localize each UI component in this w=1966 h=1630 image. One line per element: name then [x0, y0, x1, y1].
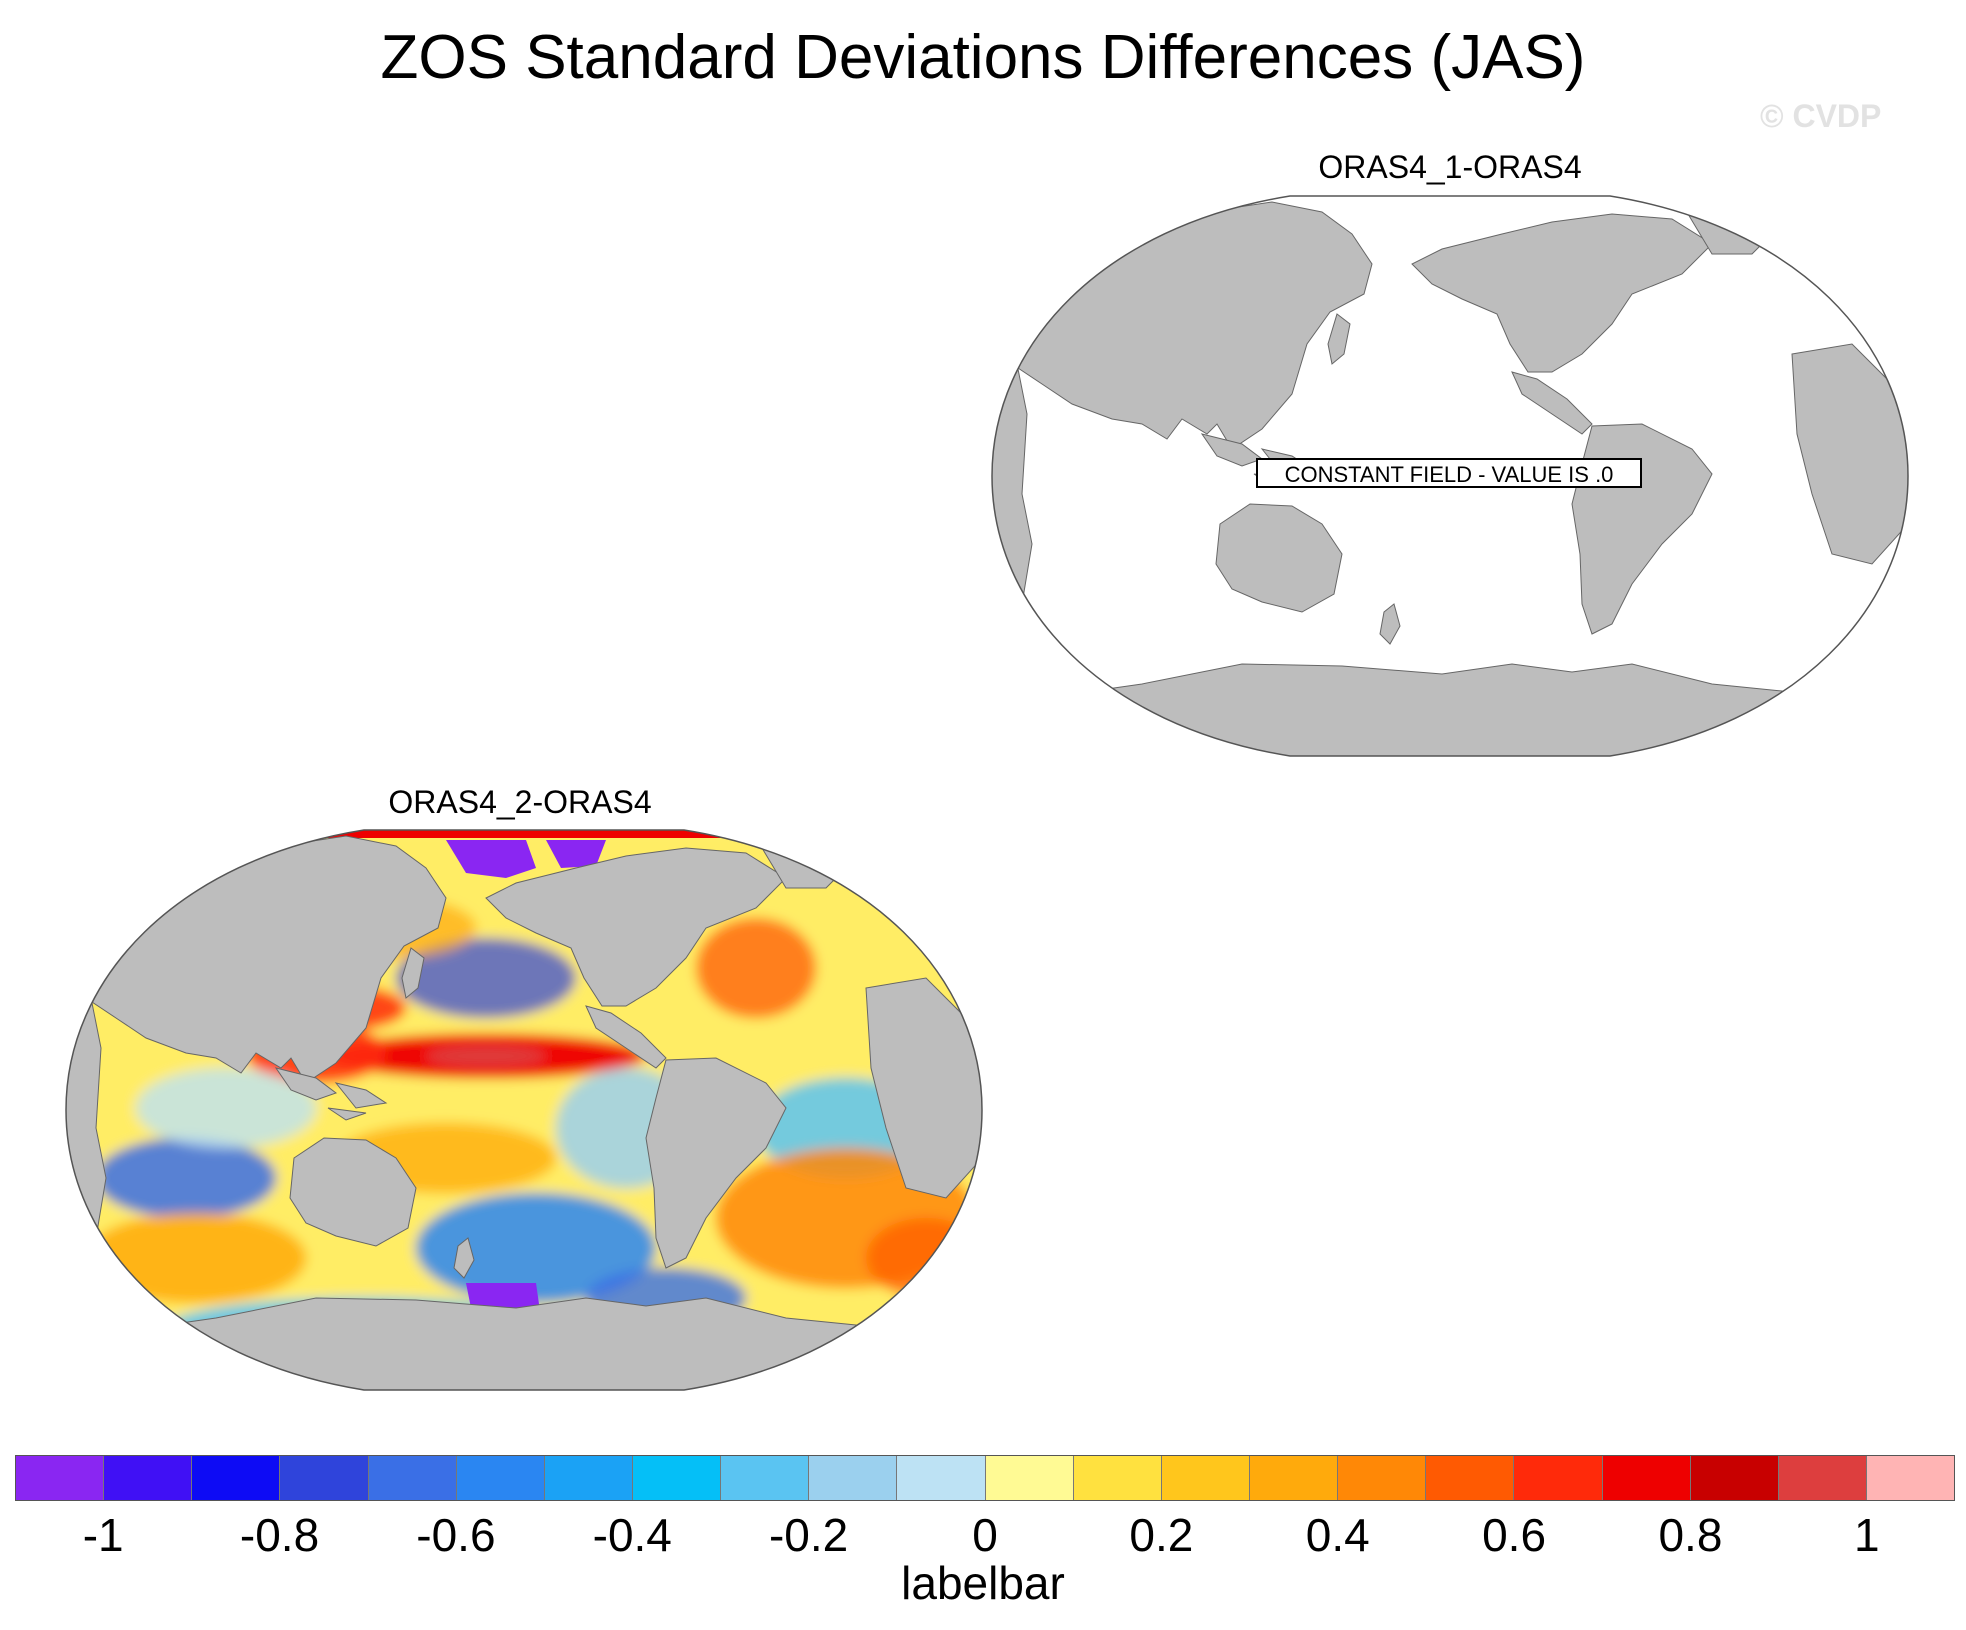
colorbar-swatch-16: [1426, 1456, 1515, 1500]
colorbar-swatch-18: [1602, 1456, 1691, 1500]
landmass-australia: [1215, 503, 1343, 613]
colorbar-swatch-1: [104, 1456, 193, 1500]
landmass-central-america: [1511, 371, 1593, 435]
field-blob-south-pacific-blue: [416, 1193, 656, 1303]
colorbar-swatch-8: [721, 1456, 810, 1500]
map-outline: [65, 829, 983, 1391]
landmass-antarctica: [66, 1297, 982, 1390]
arctic-purple-patch: [446, 840, 606, 878]
landmass-africa-east: [865, 977, 982, 1199]
colorbar-swatch-4: [368, 1456, 457, 1500]
colorbar-swatch-9: [809, 1456, 898, 1500]
colorbar-tick-label: 0.4: [1305, 1509, 1370, 1561]
colorbar-swatch-0: [16, 1456, 105, 1500]
field-blob-north-pacific-blue: [396, 938, 576, 1018]
colorbar-swatch-12: [1073, 1456, 1162, 1500]
colorbar-swatch-15: [1338, 1456, 1427, 1500]
colorbar-tick-label: -0.4: [592, 1509, 672, 1561]
colorbar-label: labelbar: [901, 1557, 1065, 1609]
colorbar-swatch-5: [456, 1456, 545, 1500]
figure-title: ZOS Standard Deviations Differences (JAS…: [380, 23, 1586, 92]
constant-field-label: CONSTANT FIELD - VALUE IS .0: [1256, 458, 1642, 488]
landmass-africa-east: [1791, 343, 1908, 565]
field-blob-north-atlantic-red: [696, 918, 816, 1018]
landmass-japan: [401, 947, 425, 999]
landmass-central-america: [585, 1005, 667, 1069]
colorbar-swatch-7: [632, 1456, 722, 1500]
colorbar: [15, 1455, 1955, 1501]
colorbar-swatch-13: [1161, 1456, 1250, 1500]
colorbar-swatch-20: [1778, 1456, 1867, 1500]
landmass-south-america: [645, 1057, 787, 1269]
landmass-new-zealand: [453, 1237, 475, 1279]
colorbar-swatch-11: [985, 1456, 1074, 1500]
map-panel-oras4-2: [65, 829, 983, 1391]
colorbar-swatch-6: [544, 1456, 633, 1500]
field-blob-south-atlantic-red: [866, 1218, 982, 1298]
colorbar-tick-label: 1: [1854, 1509, 1880, 1561]
colorbar-swatch-10: [897, 1456, 986, 1500]
field-blob-south-indian-blue: [96, 1138, 276, 1218]
colorbar-swatch-2: [192, 1456, 281, 1500]
colorbar-swatch-19: [1690, 1456, 1779, 1500]
colorbar-swatch-14: [1249, 1456, 1339, 1500]
panel-title-oras4-2: ORAS4_2-ORAS4: [388, 784, 652, 820]
colorbar-tick-label: 0.6: [1482, 1509, 1547, 1561]
colorbar-tick-label: -0.8: [239, 1509, 320, 1561]
colorbar-tick-label: -1: [82, 1509, 124, 1561]
map-outline: [991, 195, 1909, 757]
landmass-antarctica: [992, 663, 1908, 756]
landmass-north-america: [485, 847, 787, 1007]
landmass-australia: [289, 1137, 417, 1247]
colorbar-swatch-3: [280, 1456, 369, 1500]
cvdp-watermark: © CVDP: [1760, 98, 1882, 134]
landmass-japan: [1327, 313, 1351, 365]
colorbar-tick-label: 0.8: [1658, 1509, 1723, 1561]
colorbar-tick-label: 0.2: [1129, 1509, 1194, 1561]
colorbar-tick-label: -0.6: [416, 1509, 496, 1561]
landmass-north-america: [1411, 213, 1713, 373]
field-blob-equatorial-pacific-core: [426, 1046, 546, 1066]
colorbar-tick-label: -0.2: [768, 1509, 849, 1561]
colorbar-swatch-21: [1866, 1456, 1955, 1500]
landmass-maritime-continent: [274, 1067, 388, 1121]
colorbar-swatch-17: [1514, 1456, 1603, 1500]
panel-title-oras4-1: ORAS4_1-ORAS4: [1318, 149, 1582, 185]
field-blob-south-indian-orange: [86, 1213, 306, 1303]
landmass-new-zealand: [1379, 603, 1401, 645]
colorbar-tick-label: 0: [972, 1509, 998, 1561]
arctic-red-band: [326, 830, 726, 838]
field-blob-indian-ocean-light: [136, 1068, 316, 1148]
